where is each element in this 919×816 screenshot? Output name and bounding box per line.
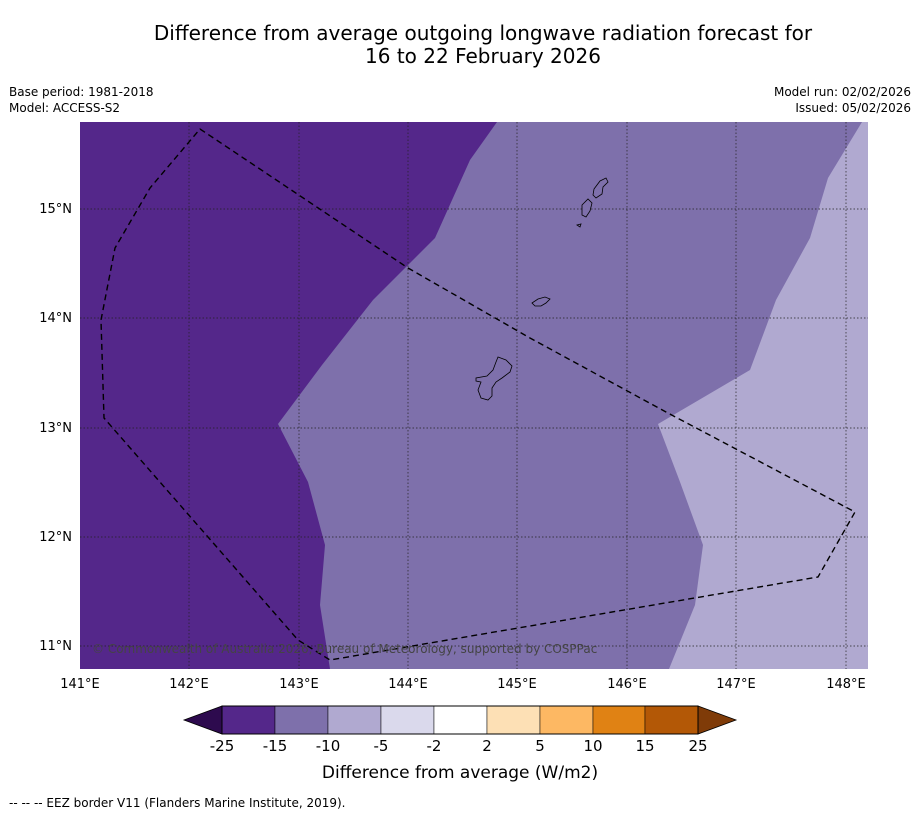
lon-tick-labels: 141°E 142°E 143°E 144°E 145°E 146°E 147°…	[60, 677, 866, 692]
map-title: Difference from average outgoing longwav…	[0, 22, 919, 68]
eez-footnote: -- -- -- EEZ border V11 (Flanders Marine…	[9, 796, 346, 810]
colorbar-bin	[486, 705, 541, 735]
colorbar-tick-label: 5	[535, 737, 545, 755]
title-line-1: Difference from average outgoing longwav…	[153, 21, 813, 45]
colorbar-bin	[592, 705, 646, 735]
lat-tick-label: 12°N	[39, 530, 72, 545]
islands	[475, 177, 609, 401]
model-name: Model: ACCESS-S2	[9, 101, 121, 115]
colorbar-bin	[644, 705, 699, 735]
colorbar-bin	[274, 705, 329, 735]
island-saipan	[592, 177, 609, 199]
lon-tick-label: 147°E	[716, 677, 756, 692]
colorbar-bin	[380, 705, 435, 735]
lon-tick-label: 141°E	[60, 677, 100, 692]
colorbar-bin	[539, 705, 594, 735]
island-tinian	[581, 198, 593, 218]
island-rota	[531, 296, 551, 307]
colorbar-bin	[327, 705, 382, 735]
lat-tick-labels: 15°N 14°N 13°N 12°N 11°N	[39, 202, 72, 654]
meta-left: Base period: 1981-2018 Model: ACCESS-S2	[9, 84, 154, 116]
colorbar-tick-label: 25	[688, 737, 707, 755]
base-period: Base period: 1981-2018	[9, 85, 154, 99]
colorbar-extend-high	[697, 705, 738, 735]
colorbar-tick-label: 10	[583, 737, 602, 755]
copyright-text: © Commonwealth of Australia 2026, Bureau…	[92, 642, 597, 656]
lon-tick-label: 148°E	[826, 677, 866, 692]
colorbar-bin	[433, 705, 488, 735]
colorbar-tick-label: -25	[210, 737, 235, 755]
island-guam	[475, 356, 513, 401]
colorbar-tick-label: -15	[263, 737, 288, 755]
lat-tick-label: 15°N	[39, 202, 72, 217]
graticule	[80, 122, 868, 669]
anomaly-region-minus-5-to-10	[658, 122, 868, 669]
lat-tick-label: 11°N	[39, 639, 72, 654]
colorbar-bin	[221, 705, 276, 735]
lon-tick-label: 142°E	[169, 677, 209, 692]
colorbar-tick-label: 2	[482, 737, 492, 755]
map-area: © Commonwealth of Australia 2026, Bureau…	[80, 122, 868, 669]
lat-tick-label: 14°N	[39, 311, 72, 326]
issued-date: Issued: 05/02/2026	[795, 101, 911, 115]
island-aguijan	[576, 223, 582, 228]
lon-tick-label: 144°E	[388, 677, 428, 692]
lon-tick-label: 146°E	[607, 677, 647, 692]
colorbar-tick-label: -2	[427, 737, 442, 755]
title-line-2: 16 to 22 February 2026	[365, 44, 601, 68]
model-run: Model run: 02/02/2026	[773, 85, 911, 99]
colorbar	[182, 705, 738, 735]
colorbar-tick-label: -10	[316, 737, 341, 755]
colorbar-label: Difference from average (W/m2)	[322, 763, 598, 783]
colorbar-tick-label: -5	[374, 737, 389, 755]
colorbar-extend-low	[182, 705, 223, 735]
lon-tick-label: 145°E	[497, 677, 537, 692]
lat-tick-label: 13°N	[39, 421, 72, 436]
meta-right: Model run: 02/02/2026 Issued: 05/02/2026	[774, 84, 911, 116]
colorbar-tick-labels: -25 -15 -10 -5 -2 2 5 10 15 25	[210, 737, 708, 755]
colorbar-tick-label: 15	[635, 737, 654, 755]
lon-tick-label: 143°E	[279, 677, 319, 692]
eez-border	[100, 128, 856, 661]
